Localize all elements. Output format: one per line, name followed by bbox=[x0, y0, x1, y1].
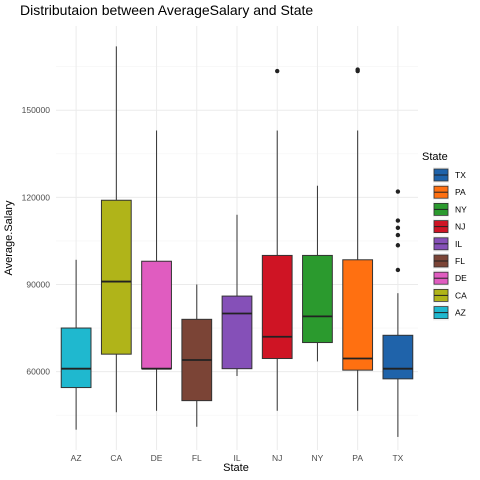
box-de bbox=[141, 130, 172, 411]
legend-item-tx: TX bbox=[433, 167, 466, 183]
outlier-point bbox=[395, 218, 401, 223]
x-axis-ticks: AZ CA DE FL IL NJ NY PA TX bbox=[71, 453, 404, 463]
outlier-point bbox=[395, 189, 401, 194]
legend-label: PA bbox=[455, 187, 466, 197]
outlier-point bbox=[395, 225, 401, 231]
x-tick-label: NY bbox=[312, 453, 324, 463]
outlier-point bbox=[275, 68, 280, 74]
x-tick-label: PA bbox=[352, 453, 363, 463]
legend-label: AZ bbox=[455, 308, 466, 318]
box-nj bbox=[261, 68, 293, 411]
outlier-point bbox=[395, 267, 401, 273]
box-pa bbox=[342, 67, 374, 411]
legend-label: CA bbox=[455, 290, 467, 300]
x-tick-label: FL bbox=[192, 453, 202, 463]
legend-label: NJ bbox=[455, 222, 465, 232]
box-il bbox=[221, 214, 253, 376]
legend-item-nj: NJ bbox=[433, 218, 465, 235]
box-iqr bbox=[302, 254, 333, 344]
box-iqr bbox=[261, 254, 293, 360]
legend-label: TX bbox=[455, 170, 466, 180]
boxes bbox=[60, 46, 414, 437]
outlier-point bbox=[395, 232, 401, 238]
box-iqr bbox=[60, 327, 92, 389]
y-tick-label: 150000 bbox=[22, 105, 51, 115]
legend-title: State bbox=[422, 151, 448, 163]
y-tick-label: 90000 bbox=[26, 279, 50, 289]
legend-item-il: IL bbox=[433, 235, 462, 252]
outlier-point bbox=[395, 243, 401, 248]
x-tick-label: DE bbox=[151, 453, 163, 463]
x-tick-label: CA bbox=[110, 453, 122, 463]
box-az bbox=[60, 259, 92, 430]
legend-label: DE bbox=[455, 273, 467, 283]
box-iqr bbox=[141, 260, 172, 370]
chart-title: Distributaion between AverageSalary and … bbox=[20, 2, 313, 18]
box-iqr bbox=[221, 295, 253, 370]
x-tick-label: AZ bbox=[71, 453, 82, 463]
legend-item-fl: FL bbox=[433, 253, 465, 269]
x-tick-label: NJ bbox=[272, 453, 282, 463]
legend: State TX PA NY NJ IL FL DE CA AZ bbox=[422, 151, 467, 321]
legend-label: FL bbox=[455, 256, 465, 266]
y-tick-label: 120000 bbox=[22, 192, 51, 202]
legend-item-de: DE bbox=[433, 270, 467, 287]
x-tick-label: IL bbox=[233, 453, 240, 463]
y-axis-title: Average.Salary bbox=[3, 200, 15, 276]
box-ca bbox=[100, 46, 132, 413]
outlier-point bbox=[355, 67, 360, 72]
box-iqr bbox=[382, 334, 414, 380]
box-fl bbox=[181, 284, 213, 427]
legend-item-pa: PA bbox=[433, 184, 466, 201]
box-tx bbox=[382, 189, 414, 437]
box-iqr bbox=[342, 259, 374, 371]
legend-label: NY bbox=[455, 204, 467, 214]
x-tick-label: TX bbox=[392, 453, 403, 463]
y-axis-ticks: 60000 90000 120000 150000 bbox=[22, 105, 51, 376]
box-ny bbox=[302, 185, 333, 362]
y-tick-label: 60000 bbox=[26, 367, 50, 377]
legend-label: IL bbox=[455, 239, 462, 249]
box-iqr bbox=[100, 199, 132, 355]
x-axis-title: State bbox=[223, 462, 249, 474]
legend-item-ca: CA bbox=[433, 287, 467, 304]
legend-item-az: AZ bbox=[433, 304, 466, 321]
legend-item-ny: NY bbox=[433, 201, 467, 218]
